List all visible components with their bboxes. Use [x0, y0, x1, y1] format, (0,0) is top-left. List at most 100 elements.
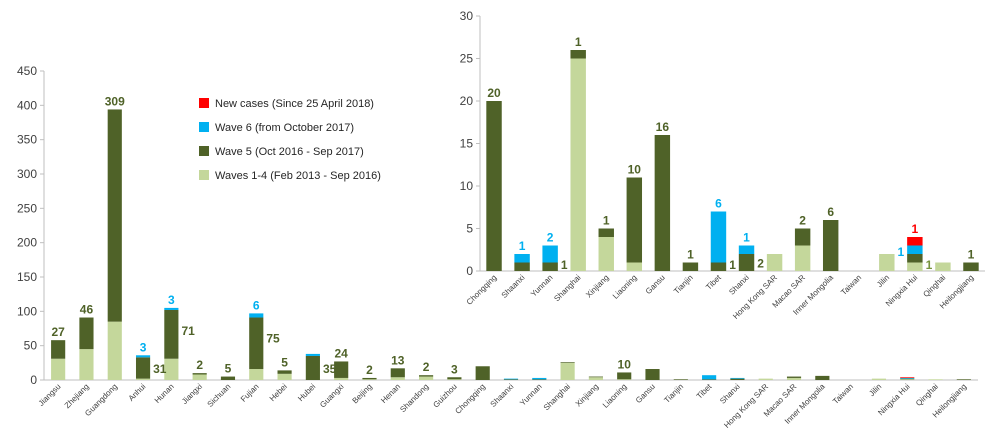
main-data-label: 3 — [168, 293, 175, 307]
inset-bar-w6-ningxia-hui — [907, 245, 923, 254]
inset-x-tick-label: Shanxi — [727, 273, 751, 297]
main-bar-w5-guizhou — [447, 377, 462, 380]
main-bar-w14-shanghai — [560, 362, 575, 380]
inset-x-tick-label: Tibet — [704, 273, 723, 292]
inset-y-tick-label: 15 — [460, 137, 474, 151]
main-bar-w5-shandong — [419, 375, 434, 377]
main-bar-w5-chongqing — [475, 366, 490, 380]
inset-bar-w14-liaoning — [626, 262, 643, 271]
main-bar-w5-tianjin — [673, 379, 688, 380]
main-bar-w14-hunan — [164, 358, 179, 380]
main-data-label: 71 — [181, 324, 195, 338]
main-x-tick-label: Yunnan — [518, 382, 544, 408]
main-bar-w5-gansu — [645, 369, 660, 380]
main-bar-w5-macao-sar — [786, 376, 802, 378]
main-bar-w5-guangxi — [334, 361, 349, 378]
main-bar-w14-jiangsu — [51, 358, 66, 380]
inset-bar-w6-tibet — [710, 211, 727, 263]
inset-data-label: 1 — [561, 258, 568, 272]
inset-x-tick-label: Jilin — [875, 273, 891, 289]
inset-bar-w14-qinghai — [935, 262, 951, 271]
inset-y-tick-label: 5 — [466, 222, 473, 236]
main-x-tick-label: Jilin — [867, 382, 883, 398]
inset-y-tick-label: 0 — [466, 264, 473, 278]
main-bar-w6-yunnan — [532, 377, 547, 380]
main-bar-w14-guangxi — [334, 377, 349, 380]
main-x-tick-label: Xinjiang — [574, 382, 600, 408]
inset-bar-w5-shaanxi — [514, 262, 530, 271]
main-bar-w5-ningxia-hui — [900, 378, 915, 380]
inset-bar-w14-xinjiang — [598, 237, 614, 271]
main-bar-w14-qinghai — [928, 379, 943, 380]
inset-bar-w5-tibet — [710, 262, 727, 271]
main-bar-w14-liaoning — [617, 379, 632, 380]
inset-bar-w5-shanghai — [570, 50, 586, 59]
inset-data-label: 20 — [487, 86, 501, 100]
inset-x-tick-label: Xinjiang — [584, 273, 610, 299]
main-bar-w5-hubei — [305, 355, 320, 380]
main-bar-w5-sichuan — [220, 376, 236, 380]
inset-data-label: 6 — [715, 197, 722, 211]
main-x-tick-label: Shanxi — [718, 382, 742, 406]
legend-label-w6: Wave 6 (from October 2017) — [215, 122, 354, 134]
inset-data-label: 1 — [926, 258, 933, 272]
inset-x-tick-label: Taiwan — [839, 273, 863, 297]
main-data-label: 3 — [451, 362, 458, 376]
main-bar-w14-shandong — [419, 376, 434, 380]
main-bar-w14-macao-sar — [786, 377, 802, 380]
inset-y-tick-label: 30 — [460, 9, 474, 23]
main-bar-w14-guizhou — [447, 379, 462, 380]
main-x-tick-label: Beijing — [351, 382, 374, 405]
main-x-tick-label: Jiangxi — [180, 382, 204, 406]
main-bar-w14-jiangxi — [192, 374, 207, 380]
main-data-label: 2 — [196, 358, 203, 372]
main-y-tick-label: 450 — [17, 64, 37, 78]
main-data-label: 24 — [335, 346, 349, 360]
inset-x-tick-label: Liaoning — [611, 273, 639, 301]
inset-data-label: 1 — [968, 248, 975, 262]
main-data-label: 2 — [366, 363, 373, 377]
main-bar-w14-ningxia-hui — [900, 379, 915, 380]
main-bar-w14-zhejiang — [79, 349, 94, 380]
inset-y-tick-label: 25 — [460, 52, 474, 66]
legend-swatch-w6 — [199, 122, 209, 132]
inset-x-tick-label: Qinghai — [921, 273, 947, 299]
main-data-label: 31 — [153, 362, 167, 376]
inset-bar-w14-hong-kong-sar — [766, 254, 783, 271]
main-bar-w5-inner-mongolia — [815, 375, 830, 380]
inset-data-label: 2 — [757, 257, 764, 271]
inset-bar-w5-macao-sar — [794, 228, 811, 246]
main-y-tick-label: 50 — [24, 339, 38, 353]
main-data-label: 5 — [281, 355, 288, 369]
inset-bar-w5-xinjiang — [598, 228, 614, 237]
main-bar-w5-beijing — [362, 377, 377, 380]
main-bar-w5-zhejiang — [79, 317, 94, 350]
inset-data-label: 1 — [519, 239, 526, 253]
main-bar-w6-fujian — [249, 313, 264, 318]
main-data-label: 13 — [391, 353, 405, 367]
main-bar-w14-beijing — [362, 379, 377, 380]
main-data-label: 2 — [423, 360, 430, 374]
main-bar-w14-fujian — [249, 369, 264, 380]
main-x-tick-label: Zhejiang — [63, 382, 91, 410]
inset-data-label: 2 — [547, 231, 554, 245]
inset-data-label: 1 — [729, 258, 736, 272]
main-x-tick-label: Guangxi — [318, 382, 346, 410]
main-data-label: 6 — [253, 298, 260, 312]
inset-data-label: 1 — [575, 35, 582, 49]
main-bar-w5-liaoning — [617, 372, 632, 380]
main-bar-w6-hubei — [305, 353, 320, 356]
main-x-tick-label: Hebei — [268, 382, 289, 403]
main-bar-w5-hebei — [277, 370, 292, 374]
inset-bar-w5-heilongjiang — [963, 262, 979, 271]
main-bar-w5-guangdong — [107, 109, 122, 322]
inset-bar-new-ningxia-hui — [907, 237, 923, 246]
main-y-tick-label: 400 — [17, 98, 37, 112]
main-bar-w5-tibet — [702, 379, 717, 380]
main-bar-w6-anhui — [135, 355, 151, 358]
main-x-tick-label: Shanghai — [542, 382, 572, 412]
legend-swatch-w5 — [199, 146, 209, 156]
main-x-tick-label: Tibet — [695, 382, 714, 401]
